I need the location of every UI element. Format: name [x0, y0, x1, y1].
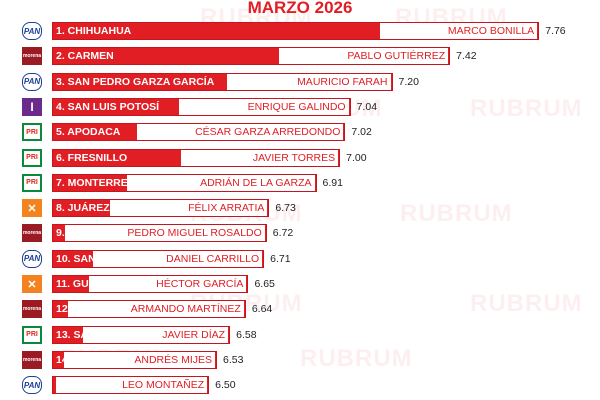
value-label: 6.72: [272, 227, 294, 240]
mayor-name: FÉLIX ARRATIA: [110, 200, 268, 217]
pan-logo-icon: PAN: [22, 376, 42, 395]
value-label: 6.64: [251, 303, 273, 316]
ranking-row: PRI 7. MONTERREY ADRIÁN DE LA GARZA 6.91: [0, 173, 600, 192]
value-label: 6.53: [223, 353, 244, 366]
mayor-name: DANIEL CARRILLO: [92, 250, 263, 267]
mayor-name: MARCO BONILLA: [379, 23, 538, 39]
mayor-name: PABLO GUTIÉRREZ: [278, 48, 449, 65]
city-label: 1. CHIHUAHUA: [56, 25, 132, 37]
chart-title: MARZO 2026: [247, 0, 353, 17]
ranking-row: PRI 6. FRESNILLO JAVIER TORRES 7.00: [0, 148, 600, 167]
mc-logo-icon: ✕: [22, 275, 42, 293]
mayor-name: JAVIER TORRES: [180, 149, 339, 166]
value-label: 6.71: [270, 252, 291, 265]
value-label: 6.91: [322, 176, 343, 189]
value-label: 6.58: [236, 328, 257, 341]
city-label: 2. CARMEN: [56, 50, 114, 63]
value-label: 7.02: [351, 126, 372, 139]
mayor-name: HÉCTOR GARCÍA: [89, 276, 247, 292]
value-label: 6.73: [275, 202, 296, 215]
value-label: 6.65: [254, 278, 275, 290]
mayor-name: CÉSAR GARZA ARREDONDO: [137, 124, 344, 141]
city-label: 8. JUÁREZ: [56, 202, 110, 215]
city-label: 4. SAN LUIS POTOSÍ: [56, 100, 160, 113]
pri-logo-icon: PRI: [22, 148, 42, 167]
ranking-row: morena 2. CARMEN PABLO GUTIÉRREZ 7.42: [0, 47, 600, 66]
city-label: 7. MONTERREY: [56, 176, 135, 189]
value-label: 7.20: [398, 75, 419, 88]
ranking-row: ✕ 8. JUÁREZ FÉLIX ARRATIA 6.73: [0, 199, 600, 218]
value-label: 7.00: [346, 151, 367, 164]
pri-logo-icon: PRI: [22, 325, 42, 344]
mayor-name: JAVIER DÍAZ: [83, 326, 229, 343]
morena-logo-icon: morena: [22, 47, 42, 66]
mayor-name: ANDRÉS MIJES: [63, 351, 215, 368]
morena-logo-icon: morena: [22, 224, 42, 243]
mayor-name: ADRIÁN DE LA GARZA: [126, 174, 315, 191]
pan-logo-icon: PAN: [22, 72, 42, 91]
city-label: 6. FRESNILLO: [56, 151, 128, 164]
value-label: 6.50: [215, 379, 236, 392]
value-label: 7.04: [356, 100, 378, 113]
mayor-name: ARMANDO MARTÍNEZ: [68, 301, 244, 318]
city-label: 5. APODACA: [56, 126, 121, 139]
mayor-name: LEO MONTAÑEZ: [55, 377, 208, 394]
ranking-row: PAN 1. CHIHUAHUA MARCO BONILLA 7.76: [0, 22, 600, 40]
ranking-row: PRI 5. APODACA CÉSAR GARZA ARREDONDO 7.02: [0, 123, 600, 142]
morena-logo-icon: morena: [22, 350, 42, 369]
mc-logo-icon: ✕: [22, 199, 42, 218]
value-label: 7.76: [545, 25, 566, 37]
pan-logo-icon: PAN: [22, 249, 42, 268]
pri-logo-icon: PRI: [22, 173, 42, 192]
independent-logo-icon: I: [22, 97, 42, 116]
morena-logo-icon: morena: [22, 300, 42, 319]
pan-logo-icon: PAN: [22, 22, 42, 40]
pri-logo-icon: PRI: [22, 123, 42, 142]
mayor-name: PEDRO MIGUEL ROSALDO: [64, 225, 265, 242]
ranking-row: I 4. SAN LUIS POTOSÍ ENRIQUE GALINDO 7.04: [0, 97, 600, 116]
ranking-row: PAN 3. SAN PEDRO GARZA GARCÍA MAURICIO FAR…: [0, 72, 600, 91]
city-label: 3. SAN PEDRO GARZA GARCÍA: [56, 75, 215, 88]
value-label: 7.42: [456, 50, 477, 63]
mayor-name: MAURICIO FARAH: [227, 73, 391, 90]
mayor-name: ENRIQUE GALINDO: [179, 98, 349, 115]
